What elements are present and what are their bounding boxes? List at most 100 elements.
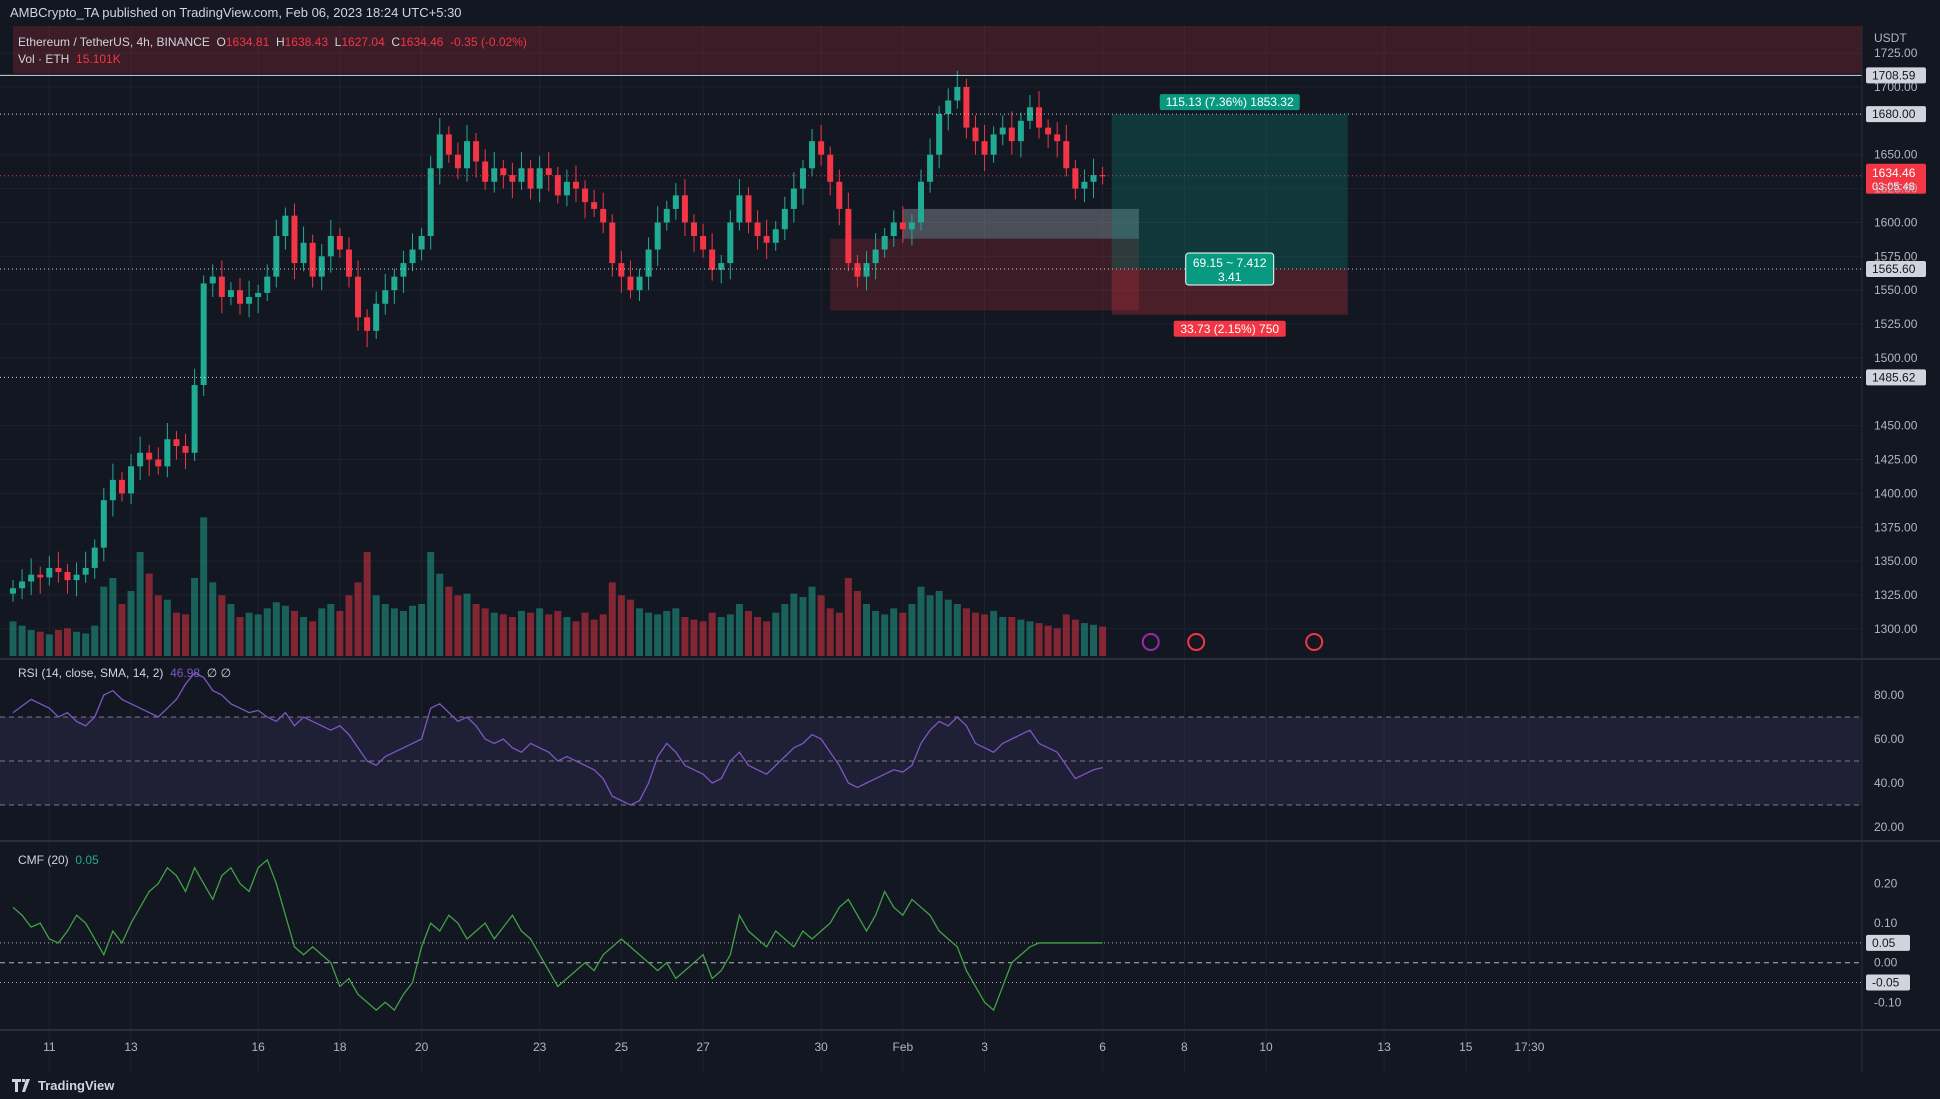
candle-body	[91, 547, 98, 568]
level-tag	[1866, 67, 1926, 84]
event-icon	[1187, 633, 1206, 651]
volume-bar	[744, 610, 752, 656]
volume-bar	[427, 552, 435, 656]
volume-bar	[463, 593, 471, 656]
time-tick: 20	[415, 1040, 429, 1054]
volume-bar	[699, 621, 707, 656]
rsi-value: 46.98	[170, 666, 201, 680]
cmf-value: 0.05	[75, 853, 99, 867]
candle-body	[273, 236, 280, 277]
candle-body	[954, 86, 961, 101]
level-tag	[1866, 369, 1926, 386]
volume-bar	[9, 621, 17, 656]
volume-bar	[27, 630, 35, 656]
volume-bar	[136, 552, 144, 656]
time-tick: 27	[696, 1040, 710, 1054]
candle-body	[200, 283, 207, 386]
price-tick: 1325.00	[1874, 588, 1918, 602]
volume-bar	[863, 604, 871, 656]
volume-bar	[826, 608, 834, 656]
candle-body	[64, 572, 71, 581]
volume-bar	[708, 612, 716, 656]
volume-bar	[681, 617, 689, 656]
candle-body	[209, 276, 216, 284]
candle-body	[572, 181, 579, 189]
candle-body	[400, 263, 407, 277]
footer-bar: TradingView	[0, 1072, 1940, 1099]
candle-body	[591, 202, 598, 209]
low-label: L	[334, 35, 342, 49]
volume-bar	[381, 604, 389, 656]
candle-body	[318, 256, 325, 277]
volume-bar	[36, 631, 44, 656]
candle-body	[554, 175, 561, 196]
volume-bar	[1044, 625, 1052, 656]
candle-body	[482, 161, 489, 182]
price-tick: 1450.00	[1874, 419, 1918, 433]
rsi-label: RSI (14, close, SMA, 14, 2)	[18, 666, 164, 680]
candle-body	[264, 276, 271, 293]
volume-bar	[645, 612, 653, 656]
target-tag	[1159, 94, 1300, 111]
candle-body	[618, 263, 625, 277]
time-tick: 11	[43, 1040, 56, 1054]
candle-body	[373, 303, 380, 331]
candle-body	[246, 296, 253, 304]
price-tick: 1650.00	[1874, 148, 1918, 162]
cmf-marker-tag	[1866, 974, 1910, 991]
candle-body	[836, 181, 843, 209]
volume-bar	[145, 573, 153, 656]
candle-body	[218, 276, 225, 297]
candle-body	[473, 141, 480, 162]
volume-bar	[581, 612, 589, 656]
volume-bar	[18, 625, 26, 656]
volume-bar	[300, 617, 308, 656]
candle-body	[128, 466, 135, 494]
stop-tag	[1173, 320, 1286, 337]
zone-red	[830, 238, 1139, 311]
candle-body	[237, 290, 243, 304]
price-tick: 1600.00	[1874, 215, 1918, 229]
candle-body	[627, 276, 634, 291]
time-tick: 10	[1259, 1040, 1273, 1054]
candle-body	[1054, 134, 1061, 142]
candle-body	[109, 479, 116, 501]
time-tick: 30	[814, 1040, 828, 1054]
candle-body	[1099, 175, 1106, 177]
volume-bar	[626, 599, 634, 656]
volume-bar	[163, 599, 171, 656]
volume-bar	[953, 604, 961, 656]
candle-body	[654, 222, 661, 250]
price-tick: 1500.00	[1874, 351, 1918, 365]
rsi-tick: 20.00	[1874, 820, 1904, 834]
open-value: 1634.81	[225, 35, 270, 49]
high-value: 1638.43	[284, 35, 328, 49]
cmf-tick: 0.00	[1874, 956, 1898, 970]
volume-bar	[63, 628, 71, 656]
candle-body	[963, 86, 970, 128]
volume-bar	[1080, 623, 1088, 656]
volume-bar	[617, 595, 625, 656]
last-price-label: 1634.46	[1872, 166, 1916, 180]
stop-label: 33.73 (2.15%) 750	[1180, 322, 1279, 336]
time-tick: 3	[981, 1040, 988, 1054]
volume-bar	[654, 614, 662, 656]
candle-body	[609, 222, 616, 264]
volume-bar	[917, 586, 925, 656]
ratio-label-2: 3.41	[1218, 270, 1242, 284]
candle-body	[28, 574, 35, 582]
cmf-marker-label: 0.05	[1872, 936, 1896, 950]
volume-bar	[454, 595, 462, 656]
chart-canvas[interactable]: 1708.591680.001565.601485.621634.4603:05…	[0, 26, 1940, 1072]
target-zone	[1111, 114, 1348, 270]
time-tick: Feb	[892, 1040, 913, 1054]
price-tick: 1625.00	[1874, 182, 1918, 196]
volume-bar	[363, 552, 371, 656]
candle-body	[799, 168, 806, 189]
candle-body	[464, 141, 470, 169]
candle-body	[1072, 168, 1079, 189]
volume-bar	[908, 604, 916, 656]
volume-bar	[127, 591, 135, 656]
volume-bar	[91, 625, 99, 656]
